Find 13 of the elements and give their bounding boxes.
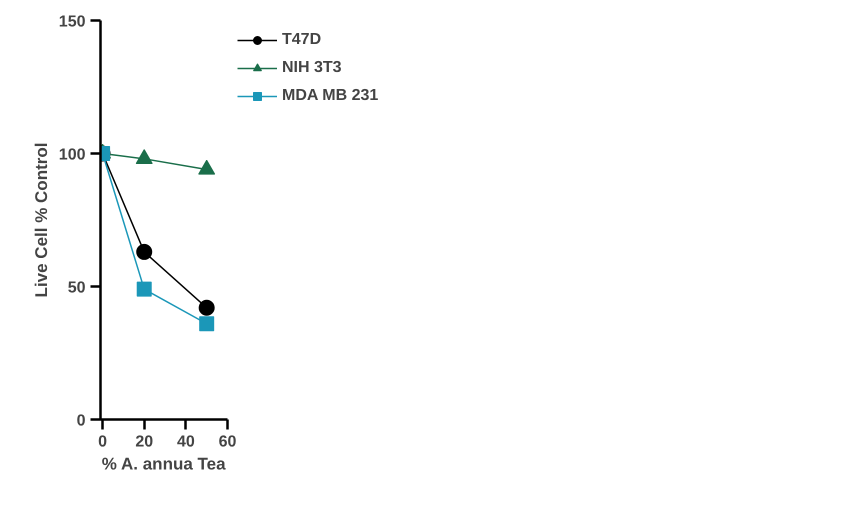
x-tick-label: 0 <box>98 434 108 450</box>
y-tick-label: 100 <box>58 146 86 164</box>
x-tick-label: 60 <box>218 434 236 450</box>
x-tick-label: 20 <box>135 434 154 450</box>
y-tick-label: 0 <box>76 412 86 430</box>
y-axis-title: Live Cell % Control <box>32 142 51 298</box>
legend-label: NIH 3T3 <box>282 59 342 77</box>
y-tick-label: 150 <box>58 14 86 30</box>
legend-label: T47D <box>282 31 322 49</box>
x-axis-title: % A. annua Tea <box>102 454 226 474</box>
legend-label: MDA MB 231 <box>282 87 378 105</box>
x-tick-label: 40 <box>176 434 195 450</box>
y-tick-label: 50 <box>68 280 86 296</box>
